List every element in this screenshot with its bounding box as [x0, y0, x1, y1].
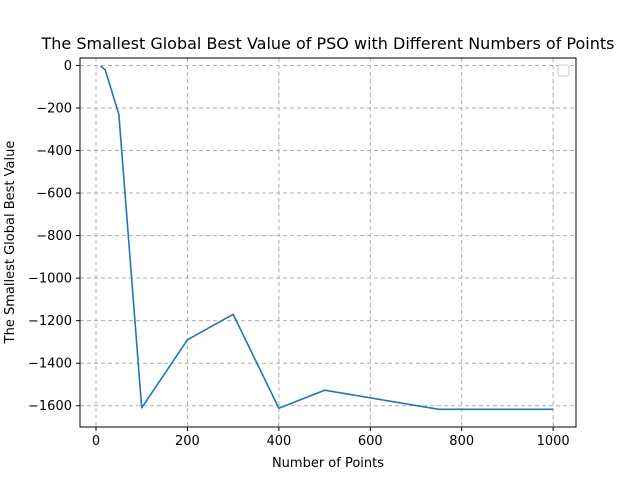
y-axis-label: The Smallest Global Best Value — [3, 141, 18, 345]
y-tick-label: −200 — [36, 101, 72, 116]
x-tick-label: 200 — [175, 434, 200, 449]
x-tick-label: 400 — [266, 434, 291, 449]
x-tick-label: 600 — [358, 434, 383, 449]
chart-title: The Smallest Global Best Value of PSO wi… — [41, 34, 615, 53]
plot-frame — [79, 57, 577, 428]
x-axis: 0 200 400 600 800 1000 — [92, 427, 570, 449]
y-tick-label: −1400 — [28, 357, 72, 372]
legend-box — [557, 64, 570, 77]
y-tick-label: −1200 — [28, 314, 72, 329]
series-group — [100, 65, 554, 411]
y-tick-label: −1600 — [28, 399, 72, 414]
y-tick-label: −1000 — [28, 272, 72, 287]
y-tick-label: −800 — [36, 229, 72, 244]
y-axis: 0 −200 −400 −600 −800 −1000 −1200 −1400 −1600 — [28, 59, 80, 414]
x-tick-label: 1000 — [537, 434, 570, 449]
y-tick-label: −400 — [36, 144, 72, 159]
y-tick-label: 0 — [64, 59, 72, 74]
x-tick-label: 800 — [449, 434, 474, 449]
y-tick-label: −600 — [36, 187, 72, 202]
series-line — [100, 65, 554, 411]
x-axis-label: Number of Points — [272, 456, 384, 471]
x-tick-label: 0 — [92, 434, 100, 449]
grid-lines — [80, 58, 576, 427]
